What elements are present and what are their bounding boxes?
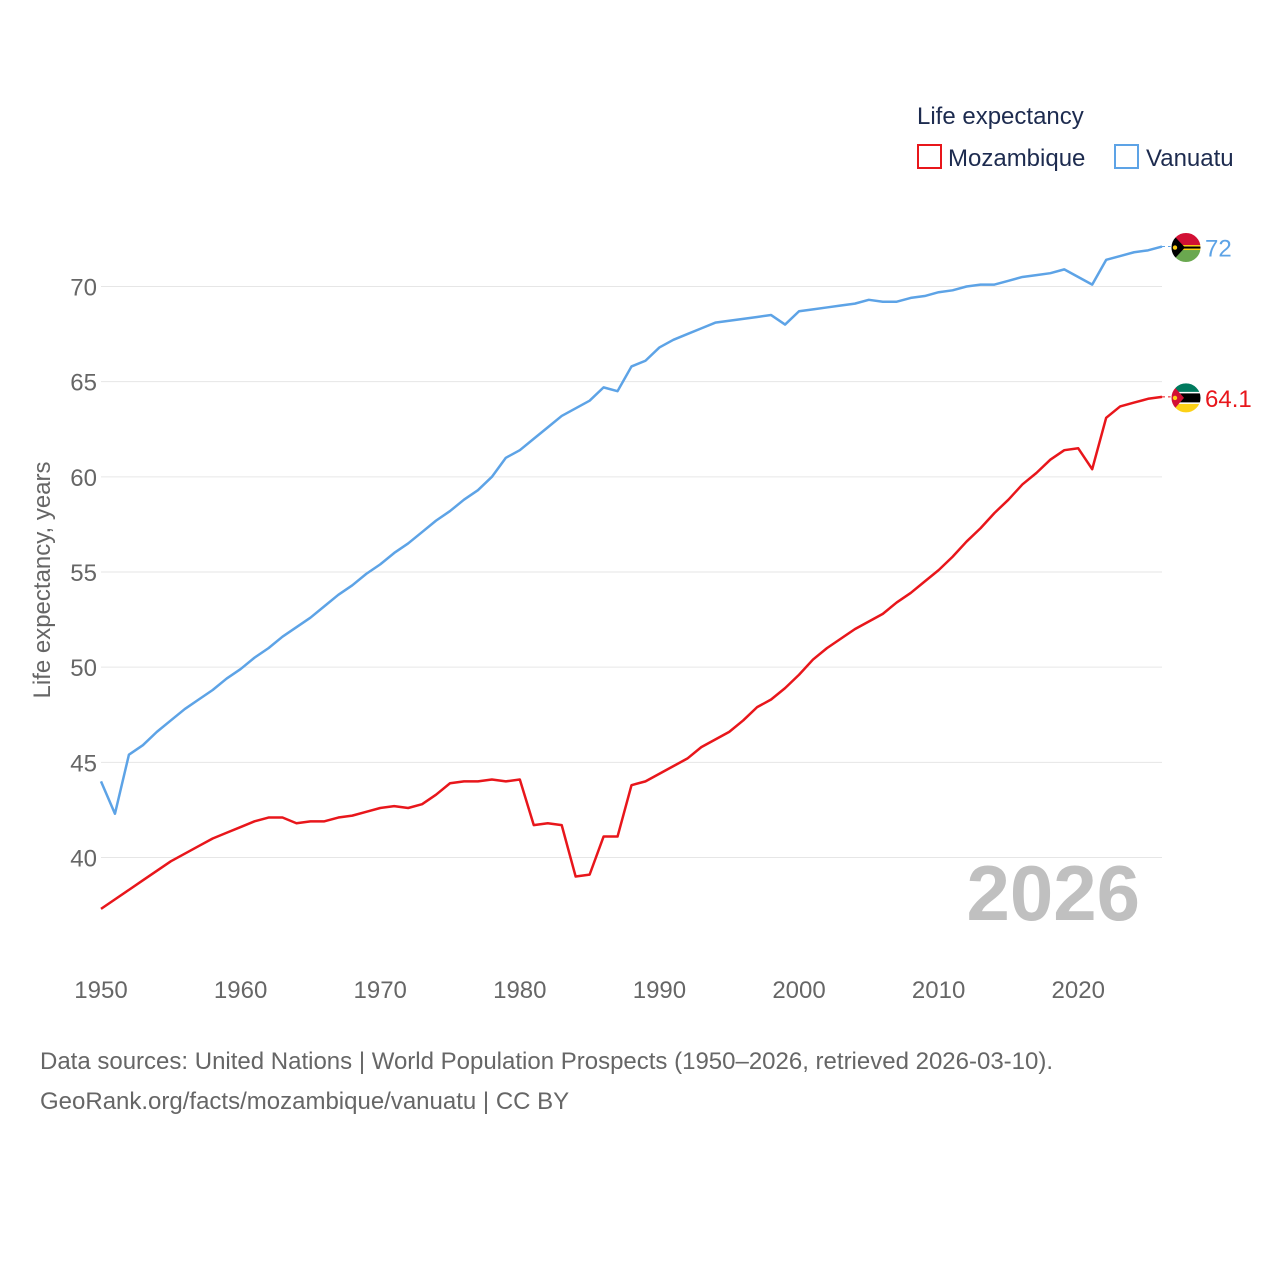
data-sources-note: Data sources: United Nations | World Pop…	[40, 1048, 1054, 1075]
y-tick-label-40: 40	[70, 846, 97, 873]
x-tick-label-1970: 1970	[354, 977, 407, 1004]
x-tick-label-2000: 2000	[772, 977, 825, 1004]
end-value-label-vanuatu: 72	[1205, 236, 1232, 263]
x-tick-label-1980: 1980	[493, 977, 546, 1004]
footer: Data sources: United Nations | World Pop…	[40, 1042, 1053, 1122]
life-expectancy-chart: 40 45 50 55 60 65 70 1950 1960 1970 1980 1990 2000 2…	[29, 103, 1252, 1004]
y-tick-label-55: 55	[70, 560, 97, 587]
x-tick-label-2020: 2020	[1052, 977, 1105, 1004]
x-tick-label-2010: 2010	[912, 977, 965, 1004]
end-value-label-mozambique: 64.1	[1205, 386, 1252, 413]
x-tick-label-1990: 1990	[633, 977, 686, 1004]
x-axis: 1950 1960 1970 1980 1990 2000 2010 2020	[74, 977, 1105, 1004]
legend-label-mozambique: Mozambique	[948, 145, 1085, 172]
series-lines	[99, 245, 1163, 910]
y-axis: 40 45 50 55 60 65 70	[70, 275, 97, 873]
legend-swatch-vanuatu	[1114, 144, 1139, 169]
legend: Life expectancy Mozambique Vanuatu	[917, 103, 1234, 172]
y-tick-label-70: 70	[70, 275, 97, 302]
y-tick-label-45: 45	[70, 750, 97, 777]
vanuatu-flag-icon	[1170, 232, 1202, 264]
year-watermark: 2026	[966, 849, 1140, 937]
legend-label-vanuatu: Vanuatu	[1146, 145, 1234, 172]
y-tick-label-50: 50	[70, 655, 97, 682]
y-axis-label: Life expectancy, years	[29, 461, 56, 698]
series-line-mozambique	[100, 395, 1163, 910]
x-tick-label-1950: 1950	[74, 977, 127, 1004]
y-tick-label-65: 65	[70, 370, 97, 397]
legend-item-mozambique[interactable]: Mozambique	[917, 144, 1085, 172]
series-line-vanuatu	[99, 245, 1163, 815]
legend-swatch-mozambique	[917, 144, 942, 169]
legend-title: Life expectancy	[917, 103, 1084, 130]
mozambique-flag-icon	[1170, 382, 1202, 414]
attribution-link[interactable]: GeoRank.org/facts/mozambique/vanuatu | C…	[40, 1088, 570, 1115]
end-markers: 64.1 72	[1162, 232, 1252, 414]
legend-item-vanuatu[interactable]: Vanuatu	[1114, 144, 1234, 172]
x-tick-label-1960: 1960	[214, 977, 267, 1004]
y-tick-label-60: 60	[70, 465, 97, 492]
grid-lines	[101, 286, 1162, 858]
